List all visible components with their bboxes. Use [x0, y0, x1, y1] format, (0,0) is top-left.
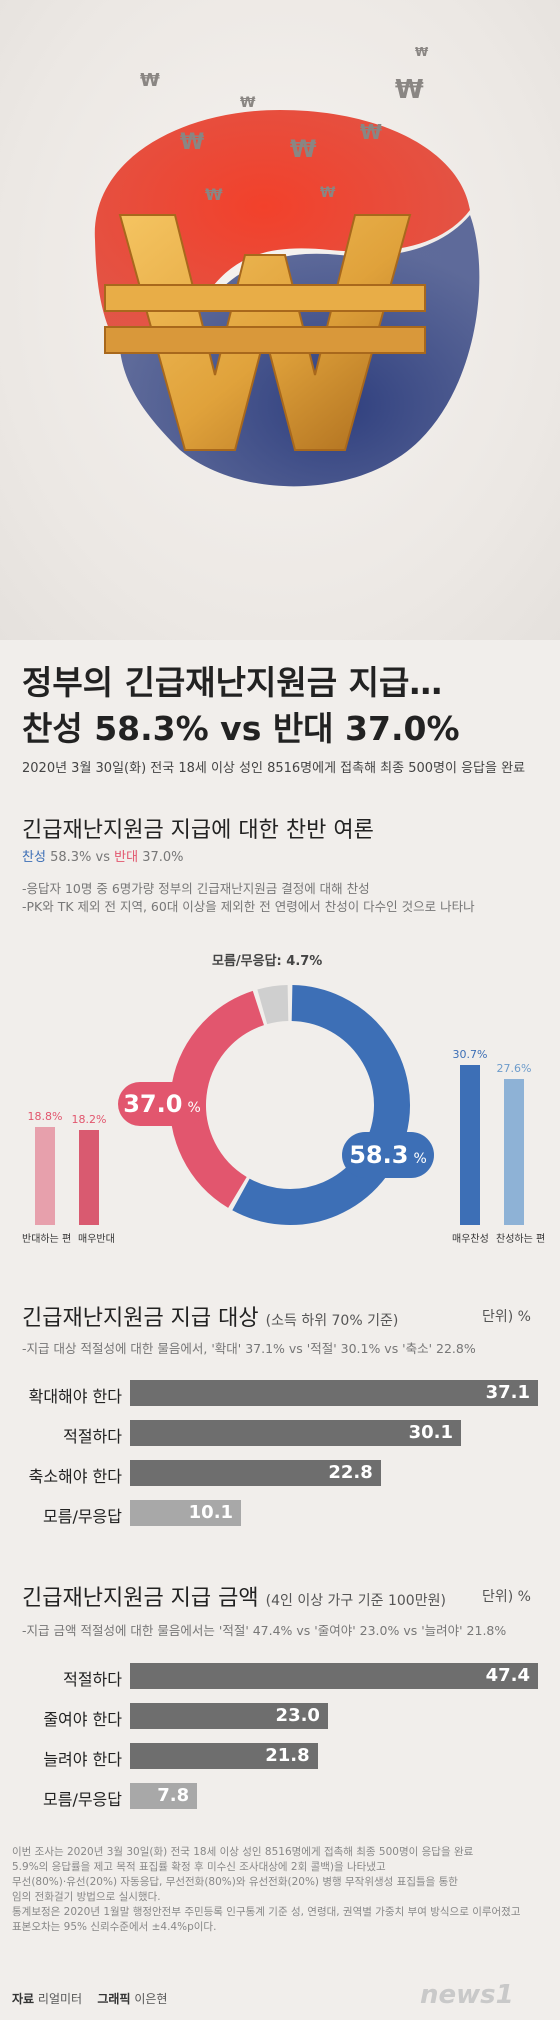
oppose-value: 37.0% [142, 850, 184, 865]
small-won-icon: ₩ [180, 130, 205, 155]
bar-row-value: 22.8 [328, 1462, 373, 1483]
bar-oppose-somewhat [35, 1127, 55, 1225]
bar-row-value: 30.1 [408, 1422, 454, 1443]
opinion-title: 긴급재난지원금 지급에 대한 찬반 여론 [22, 818, 374, 843]
bar-row: 7.8 [130, 1783, 198, 1809]
favor-label: 찬성 [22, 850, 46, 865]
footer-line: 무선(80%)·유선(20%) 자동응답, 무선전화(80%)와 유선전화(20… [12, 1876, 458, 1888]
bar-row: 21.8 [130, 1743, 318, 1769]
bar-row-value: 23.0 [275, 1705, 320, 1726]
bar-value-oppose-somewhat: 18.8% [27, 1110, 63, 1123]
small-won-icon: ₩ [415, 45, 429, 59]
target-title: 긴급재난지원금 지급 대상 (소득 하위 70% 기준) [22, 1300, 398, 1332]
opinion-summary: 찬성 58.3% vs 반대 37.0% [22, 846, 184, 865]
bar-row-label: 축소해야 한다 [28, 1467, 122, 1486]
target-note: -지급 대상 적절성에 대한 물음에서, '확대' 37.1% vs '적절' … [22, 1341, 476, 1356]
bar-row: 37.1 [130, 1380, 538, 1406]
target-unit: 단위) % [482, 1309, 531, 1325]
donut-favor-value: 58.3 [349, 1141, 409, 1169]
bar-row: 10.1 [130, 1500, 242, 1526]
target-title-small: (소득 하위 70% 기준) [265, 1313, 399, 1329]
footer-line: 이번 조사는 2020년 3월 30일(화) 전국 18세 이상 성인 8516… [12, 1846, 474, 1858]
dontknow-label: 모름/무응답: 4.7% [212, 954, 323, 969]
footer-methodology: 이번 조사는 2020년 3월 30일(화) 전국 18세 이상 성인 8516… [12, 1845, 548, 1935]
bar-value-oppose-strong: 18.2% [71, 1113, 107, 1126]
credit: 자료 리얼미터 그래픽 이은현 [12, 1990, 167, 2007]
bar-row: 23.0 [130, 1703, 328, 1729]
favor-value: 58.3% [50, 850, 92, 865]
small-won-icon: ₩ [320, 185, 336, 201]
taegeuk-won-illustration [94, 110, 480, 487]
donut-favor-pct: % [413, 1151, 427, 1167]
small-won-icon: ₩ [240, 95, 256, 111]
bar-row: 30.1 [130, 1420, 462, 1446]
amount-note: -지급 금액 적절성에 대한 물음에서는 '적절' 47.4% vs '줄여야'… [22, 1623, 507, 1638]
bar-row-value: 47.4 [485, 1665, 530, 1686]
small-won-icon: ₩ [290, 135, 317, 163]
small-won-icon: ₩ [360, 120, 383, 144]
vs-text: vs [95, 850, 110, 865]
donut-oppose-pct: % [187, 1100, 201, 1116]
bar-row-value: 7.8 [157, 1785, 190, 1806]
amount-title: 긴급재난지원금 지급 금액 (4인 이상 가구 기준 100만원) [22, 1580, 446, 1612]
label-oppose-somewhat: 반대하는 편 [22, 1234, 72, 1245]
bar-row-value: 37.1 [485, 1382, 530, 1403]
footer-line: 표본오차는 95% 신뢰수준에서 ±4.4%p이다. [12, 1921, 217, 1933]
bar-value-favor-strong: 30.7% [452, 1048, 488, 1061]
bar-row-label: 적절하다 [63, 1427, 122, 1446]
headline-line1: 정부의 긴급재난지원금 지급… [22, 663, 443, 702]
donut-slice-dontknow [257, 985, 289, 1025]
donut-oppose-value: 37.0 [123, 1090, 183, 1118]
label-favor-strong: 매우찬성 [452, 1234, 489, 1245]
news1-logo: news1 [420, 1980, 514, 2010]
footer-line: 임의 전화걸기 방법으로 실시했다. [12, 1891, 161, 1903]
bar-row: 22.8 [130, 1460, 381, 1486]
opinion-notes: -응답자 10명 중 6명가량 정부의 긴급재난지원금 결정에 대해 찬성 -P… [22, 880, 475, 916]
headline: 정부의 긴급재난지원금 지급… 찬성 58.3% vs 반대 37.0% [22, 660, 542, 752]
bar-row-label: 늘려야 한다 [43, 1750, 122, 1769]
small-won-icon: ₩ [140, 70, 160, 91]
source-name: 리얼미터 [37, 1992, 83, 2006]
footer-line: 5.9%의 응답률을 제고 목적 표집률 확정 후 미수신 조사대상에 2회 콜… [12, 1861, 386, 1873]
hero-illustration: ₩ ₩ ₩ ₩ ₩ ₩ ₩ ₩ ₩ [0, 0, 560, 640]
amount-title-small: (4인 이상 가구 기준 100만원) [265, 1593, 446, 1609]
bar-row-label: 줄여야 한다 [43, 1710, 122, 1729]
bar-row-value: 10.1 [188, 1502, 234, 1523]
headline-subtitle: 2020년 3월 30일(화) 전국 18세 이상 성인 8516명에게 접촉해… [22, 761, 526, 776]
bar-row-label: 모름/무응답 [43, 1507, 122, 1526]
bar-favor-strong [460, 1065, 480, 1225]
graphic-label: 그래픽 [97, 1992, 131, 2006]
target-title-text: 긴급재난지원금 지급 대상 [22, 1306, 259, 1331]
headline-line2: 찬성 58.3% vs 반대 37.0% [22, 709, 460, 748]
bar-oppose-strong [79, 1130, 99, 1225]
label-oppose-strong: 매우반대 [78, 1234, 115, 1245]
graphic-name: 이은현 [134, 1992, 168, 2006]
donut-slice-favor [232, 985, 410, 1225]
bar-favor-somewhat [504, 1079, 524, 1225]
donut-oppose-badge: 37.0 % [118, 1082, 206, 1126]
bar-row-label: 모름/무응답 [43, 1790, 122, 1809]
bar-value-favor-somewhat: 27.6% [496, 1062, 532, 1075]
bar-row-label: 확대해야 한다 [28, 1387, 122, 1406]
label-favor-somewhat: 찬성하는 편 [496, 1234, 546, 1245]
donut-favor-badge: 58.3 % [342, 1132, 434, 1178]
bar-row: 47.4 [130, 1663, 538, 1689]
footer-line: 통계보정은 2020년 1월말 행정안전부 주민등록 인구통계 기준 성, 연령… [12, 1906, 521, 1918]
bar-row-label: 적절하다 [63, 1670, 122, 1689]
oppose-label: 반대 [114, 850, 139, 865]
opinion-note: -PK와 TK 제외 전 지역, 60대 이상을 제외한 전 연령에서 찬성이 … [22, 899, 475, 914]
bar-row-value: 21.8 [265, 1745, 310, 1766]
opinion-note: -응답자 10명 중 6명가량 정부의 긴급재난지원금 결정에 대해 찬성 [22, 881, 370, 896]
small-won-icon: ₩ [205, 185, 223, 204]
small-won-icon: ₩ [395, 75, 424, 105]
source-label: 자료 [12, 1992, 35, 2006]
amount-title-text: 긴급재난지원금 지급 금액 [22, 1586, 259, 1611]
amount-unit: 단위) % [482, 1589, 531, 1605]
won-symbol-icon [104, 214, 426, 451]
